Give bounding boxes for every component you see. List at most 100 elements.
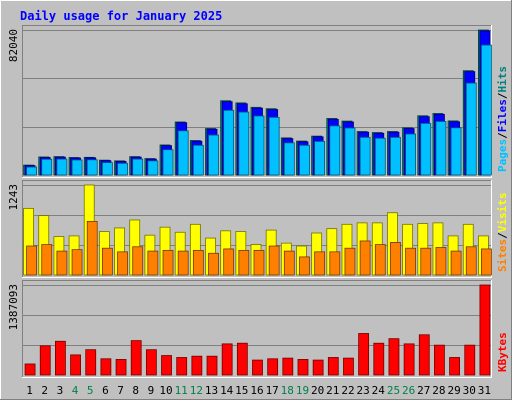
- bar-bottom-kbytes-day-27: KBytes 27: 620000: [418, 334, 430, 376]
- x-tick-label-day-25: 25: [387, 384, 400, 397]
- x-tick-label-day-12: 12: [190, 384, 203, 397]
- bar-top-pages-day-21: Pages 21: 27800: [329, 125, 341, 176]
- panel-bottom: 1387093 KBytes 1: 170000KBytes 2: 450000 K…: [7, 280, 509, 378]
- x-tick-label-day-30: 30: [463, 384, 476, 397]
- legend-label-pages: Pages: [496, 139, 509, 172]
- x-tick-label-day-24: 24: [372, 384, 386, 397]
- bar-middle-sites-day-20: Sites 20: 320: [314, 251, 326, 276]
- bar-top-pages-day-17: Pages 17: 32600: [268, 116, 280, 176]
- bar-middle-sites-day-1: Sites 1: 400: [26, 245, 37, 276]
- bar-bottom-kbytes-day-3: KBytes 3: 520000: [55, 340, 66, 376]
- bar-top-pages-day-16: Pages 16: 33400: [253, 115, 265, 176]
- bar-top-pages-day-7: Pages 7: 6600: [117, 162, 128, 176]
- bar-top-pages-day-14: Pages 14: 36600: [223, 109, 235, 176]
- x-tick-label-day-21: 21: [326, 384, 339, 397]
- bar-top-pages-day-23: Pages 23: 21300: [359, 136, 371, 176]
- legend-label-separator: /: [496, 132, 509, 139]
- panel-top-max-label: 82040: [7, 29, 20, 62]
- x-tick-label-day-16: 16: [250, 384, 263, 397]
- x-axis-tick-labels: 1 2 3 4 5 6 7 8 9 10 11 12 13 14 15 16 17 18 19 20 21 22 23 24 2…: [26, 384, 491, 397]
- bar-top-pages-day-2: Pages 2: 8900: [41, 158, 53, 176]
- x-tick-label-day-27: 27: [417, 384, 430, 397]
- bar-middle-sites-day-17: Sites 17: 400: [268, 245, 280, 276]
- bar-top-pages-day-1: Pages 1: 4500: [26, 166, 37, 176]
- bar-middle-sites-day-30: Sites 30: 390: [465, 246, 477, 276]
- bar-top-pages-day-22: Pages 22: 26600: [344, 127, 356, 176]
- bar-top-pages-day-30: Pages 30: 52000: [465, 82, 477, 176]
- x-tick-label-day-7: 7: [117, 384, 124, 397]
- x-tick-label-day-8: 8: [132, 384, 139, 397]
- bar-bottom-kbytes-day-30: KBytes 30: 460000: [464, 344, 476, 376]
- bar-middle-sites-day-12: Sites 12: 340: [192, 249, 204, 276]
- bar-top-pages-day-5: Pages 5: 8600: [86, 159, 98, 176]
- bar-bottom-kbytes-day-7: KBytes 7: 240000: [115, 359, 127, 376]
- bar-middle-sites-day-19: Sites 19: 250: [299, 256, 310, 276]
- bar-bottom-kbytes-day-19: KBytes 19: 240000: [297, 359, 309, 376]
- bar-bottom-kbytes-day-1: KBytes 1: 170000: [24, 363, 36, 376]
- bar-top-pages-day-31: Pages 31: 73500: [481, 44, 492, 176]
- bar-bottom-kbytes-day-25: KBytes 25: 560000: [388, 338, 400, 376]
- bar-middle-sites-day-3: Sites 3: 330: [56, 250, 68, 276]
- bar-middle-sites-day-8: Sites 8: 390: [132, 246, 144, 276]
- bar-top-pages-day-29: Pages 29: 26700: [450, 127, 462, 176]
- panel-middle-legend: Sites/Visits: [496, 193, 509, 273]
- panel-bottom-legend: KBytes: [496, 332, 509, 372]
- bar-middle-sites-day-26: Sites 26: 370: [405, 247, 417, 276]
- chart-title: Daily usage for January 2025: [20, 9, 222, 23]
- bar-bottom-kbytes-day-5: KBytes 5: 390000: [85, 349, 97, 376]
- bar-middle-sites-day-15: Sites 15: 340: [238, 249, 250, 276]
- bar-middle-sites-day-10: Sites 10: 340: [162, 249, 174, 276]
- bar-bottom-kbytes-day-28: KBytes 28: 460000: [434, 344, 445, 376]
- x-tick-label-day-28: 28: [432, 384, 445, 397]
- x-tick-label-day-31: 31: [478, 384, 491, 397]
- bar-bottom-kbytes-day-9: KBytes 9: 390000: [145, 349, 157, 376]
- bar-middle-sites-day-16: Sites 16: 340: [253, 249, 265, 276]
- legend-label-hits: Hits: [496, 66, 509, 93]
- legend-label-separator: /: [496, 92, 509, 99]
- x-tick-label-day-6: 6: [102, 384, 109, 397]
- x-tick-label-day-5: 5: [87, 384, 94, 397]
- x-tick-label-day-20: 20: [311, 384, 324, 397]
- bar-bottom-kbytes-day-12: KBytes 12: 290000: [191, 355, 203, 376]
- bar-top-pages-day-24: Pages 24: 20800: [374, 137, 386, 176]
- bar-bottom-kbytes-day-22: KBytes 22: 260000: [343, 357, 354, 376]
- bar-middle-sites-day-23: Sites 23: 470: [359, 240, 371, 276]
- bar-top-pages-day-20: Pages 20: 19000: [314, 141, 326, 176]
- x-tick-label-day-10: 10: [159, 384, 172, 397]
- bar-top-pages-day-27: Pages 27: 29200: [420, 122, 432, 176]
- panel-top: 82040Hits 1: 5600Files 1: 5300Pages 1: 4…: [7, 25, 509, 178]
- bar-bottom-kbytes-day-4: KBytes 4: 310000: [70, 354, 81, 376]
- bar-middle-sites-day-27: Sites 27: 370: [420, 247, 432, 276]
- bar-bottom-kbytes-day-18: KBytes 18: 260000: [282, 357, 294, 376]
- bar-middle-sites-day-6: Sites 6: 370: [101, 247, 113, 276]
- panel-middle: 1243Visits 1: 920Sites 1: 400Visits 2: 8…: [7, 180, 509, 278]
- x-tick-label-day-11: 11: [175, 384, 188, 397]
- bar-top-pages-day-19: Pages 19: 16800: [299, 144, 310, 176]
- bar-middle-sites-day-24: Sites 24: 420: [374, 244, 386, 276]
- legend-label-files: Files: [496, 99, 509, 132]
- x-tick-label-day-15: 15: [235, 384, 248, 397]
- bar-middle-sites-day-11: Sites 11: 330: [177, 250, 189, 276]
- bar-bottom-kbytes-day-24: KBytes 24: 490000: [373, 342, 385, 376]
- bar-top-pages-day-28: Pages 28: 30300: [435, 121, 447, 176]
- bar-bottom-kbytes-day-13: KBytes 13: 290000: [206, 355, 218, 376]
- bar-middle-sites-day-18: Sites 18: 330: [283, 250, 295, 276]
- bar-middle-sites-day-21: Sites 21: 320: [329, 251, 341, 276]
- bar-top-pages-day-8: Pages 8: 9000: [132, 158, 144, 176]
- bar-middle-sites-day-7: Sites 7: 320: [117, 251, 128, 276]
- x-tick-label-day-17: 17: [266, 384, 279, 397]
- bar-top-pages-day-9: Pages 9: 8000: [147, 160, 159, 176]
- bar-middle-sites-day-2: Sites 2: 420: [41, 244, 53, 276]
- bar-bottom-kbytes-day-6: KBytes 6: 250000: [100, 358, 112, 376]
- bar-bottom-kbytes-day-26: KBytes 26: 480000: [403, 343, 415, 376]
- chart-panels: 82040Hits 1: 5600Files 1: 5300Pages 1: 4…: [7, 25, 509, 378]
- x-tick-label-day-1: 1: [26, 384, 33, 397]
- bar-middle-sites-day-4: Sites 4: 350: [71, 249, 83, 276]
- bar-bottom-kbytes-day-15: KBytes 15: 490000: [236, 342, 248, 376]
- x-tick-label-day-29: 29: [447, 384, 460, 397]
- bar-middle-sites-day-5: Sites 5: 740: [86, 221, 98, 276]
- bar-middle-sites-day-14: Sites 14: 360: [223, 248, 235, 276]
- bar-top-pages-day-13: Pages 13: 22600: [208, 134, 219, 176]
